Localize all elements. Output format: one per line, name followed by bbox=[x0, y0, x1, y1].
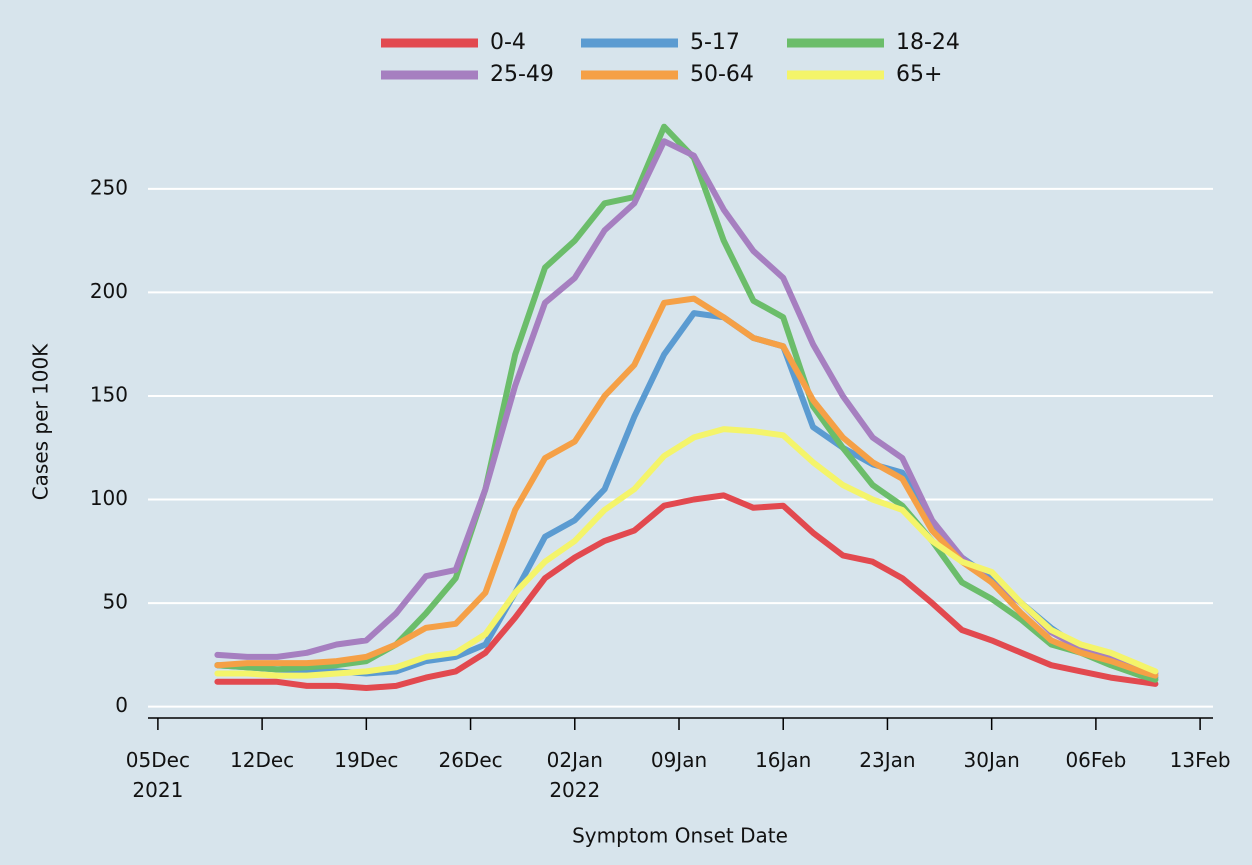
series-line bbox=[214, 295, 1159, 679]
y-tick-label: 100 bbox=[90, 486, 128, 510]
x-tick-label: 16Jan bbox=[755, 748, 812, 772]
legend-label: 50-64 bbox=[690, 62, 754, 87]
legend-label: 0-4 bbox=[490, 30, 526, 55]
y-tick-label: 250 bbox=[90, 175, 128, 199]
x-tick-label: 12Dec bbox=[230, 748, 295, 772]
x-tick-label: 09Jan bbox=[650, 748, 708, 772]
x-axis-title: Symptom Onset Date bbox=[572, 824, 788, 848]
y-tick-label: 0 bbox=[115, 693, 128, 717]
y-axis-title: Cases per 100K bbox=[29, 343, 53, 500]
x-tick-label: 30Jan bbox=[963, 748, 1020, 772]
x-tick-label: 02Jan 2022 bbox=[546, 748, 603, 802]
y-tick-label: 50 bbox=[103, 590, 128, 614]
legend-label: 25-49 bbox=[490, 62, 554, 87]
series-line bbox=[214, 426, 1159, 679]
series-line bbox=[214, 310, 1159, 681]
x-tick-label: 26Dec bbox=[438, 748, 503, 772]
legend-label: 18-24 bbox=[896, 30, 960, 55]
legend-label: 5-17 bbox=[690, 30, 740, 55]
y-tick-label: 200 bbox=[90, 279, 128, 303]
series-line bbox=[214, 492, 1159, 691]
x-tick-label: 06Feb bbox=[1065, 748, 1127, 772]
x-tick-label: 19Dec bbox=[334, 748, 399, 772]
legend-label: 65+ bbox=[896, 62, 942, 87]
x-tick-label: 23Jan bbox=[859, 748, 916, 772]
y-tick-label: 150 bbox=[90, 382, 128, 406]
x-tick-label: 13Feb bbox=[1169, 748, 1231, 772]
x-tick-label: 05Dec 2021 bbox=[125, 748, 190, 802]
